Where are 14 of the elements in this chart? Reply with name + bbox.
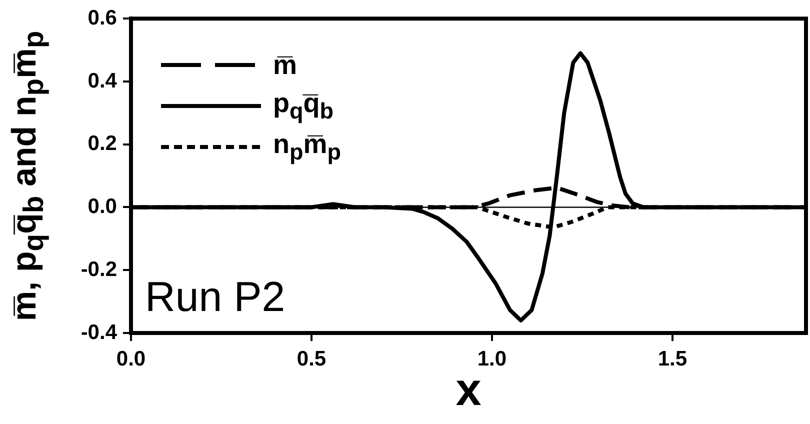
y-tick-label: -0.4 <box>80 320 118 344</box>
legend-label: m̅ <box>273 50 298 81</box>
x-tick-label: 0.5 <box>296 347 326 370</box>
y-tick-label: 0.2 <box>88 132 117 156</box>
y-tick-label: 0.6 <box>88 6 117 30</box>
legend-label: n$_{p}$m̅$_{p}$ <box>273 128 342 166</box>
legend-label: p$_{q}$q̅$_{b}$ <box>273 88 334 124</box>
x-tick-label: 1.0 <box>477 347 507 370</box>
y-tick-label: -0.2 <box>80 258 117 281</box>
x-tick-label: 0.0 <box>116 347 146 370</box>
y-tick-label: 0.0 <box>88 195 117 218</box>
annotation: Run P2 <box>145 273 286 320</box>
x-tick-label: 1.5 <box>658 347 688 370</box>
y-tick-label: 0.4 <box>88 69 118 92</box>
